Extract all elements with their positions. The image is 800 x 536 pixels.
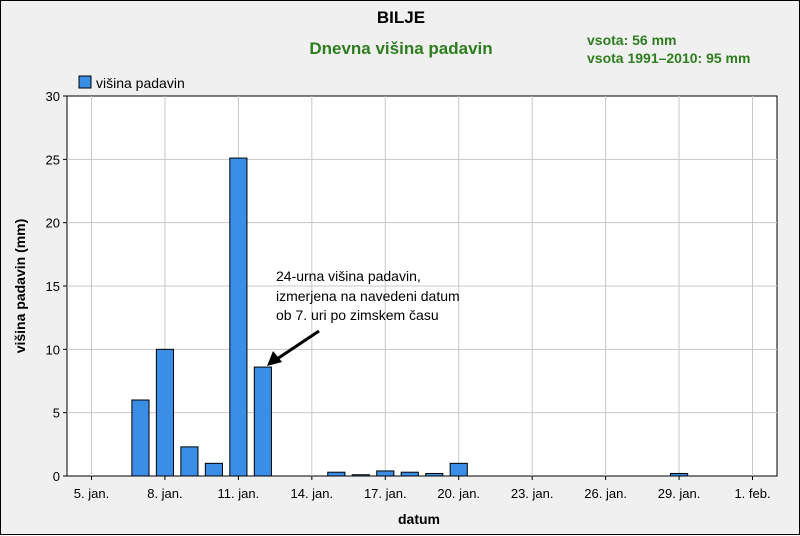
bar [670, 472, 689, 477]
x-axis-label: datum [398, 511, 440, 527]
y-axis-ticks: 0 5 10 15 20 25 30 [46, 89, 67, 484]
bar [229, 157, 248, 477]
y-tick-label: 25 [46, 152, 60, 167]
y-tick-label: 10 [46, 342, 60, 357]
x-tick-label: 20. jan. [437, 486, 480, 501]
y-tick-label: 15 [46, 279, 60, 294]
y-axis-label: višina padavin (mm) [12, 219, 28, 354]
x-axis-ticks: 5. jan. 8. jan. 11. jan. 14. jan. 17. jan. 20… [74, 476, 771, 501]
bar [327, 471, 346, 477]
chart-title: BILJE [377, 8, 425, 27]
annotation-line-2: izmerjena na navedeni datum [276, 288, 460, 304]
x-tick-label: 26. jan. [584, 486, 627, 501]
sum-reference: vsota 1991–2010: 95 mm [587, 50, 750, 66]
x-tick-label: 5. jan. [74, 486, 109, 501]
x-tick-label: 8. jan. [147, 486, 182, 501]
y-tick-label: 5 [53, 406, 60, 421]
bar [204, 462, 223, 477]
annotation-arrow-shaft [273, 329, 320, 363]
annotation-line-1: 24-urna višina padavin, [276, 268, 421, 284]
bar [425, 472, 444, 477]
x-tick-label: 17. jan. [364, 486, 407, 501]
annotation-line-3: ob 7. uri po zimskem času [276, 307, 439, 323]
x-tick-label: 1. feb. [734, 486, 770, 501]
bar [180, 446, 199, 477]
x-tick-label: 23. jan. [511, 486, 554, 501]
x-tick-label: 29. jan. [658, 486, 701, 501]
bar [351, 474, 370, 477]
bar [131, 399, 150, 477]
annotation: 24-urna višina padavin, izmerjena na nav… [267, 268, 460, 366]
legend-swatch [78, 75, 92, 89]
x-tick-label: 14. jan. [290, 486, 333, 501]
y-tick-label: 30 [46, 89, 60, 104]
y-tick-label: 20 [46, 216, 60, 231]
bar [400, 471, 419, 477]
bar [376, 470, 395, 477]
annotation-arrow-head [267, 351, 282, 366]
bar [449, 462, 468, 477]
chart-subtitle: Dnevna višina padavin [309, 39, 492, 58]
bar [253, 366, 272, 477]
bars [131, 157, 689, 477]
y-tick-label: 0 [53, 469, 60, 484]
bar [155, 348, 175, 477]
sum-current: vsota: 56 mm [587, 32, 676, 48]
legend-label: višina padavin [96, 75, 185, 91]
x-tick-label: 11. jan. [218, 486, 260, 501]
